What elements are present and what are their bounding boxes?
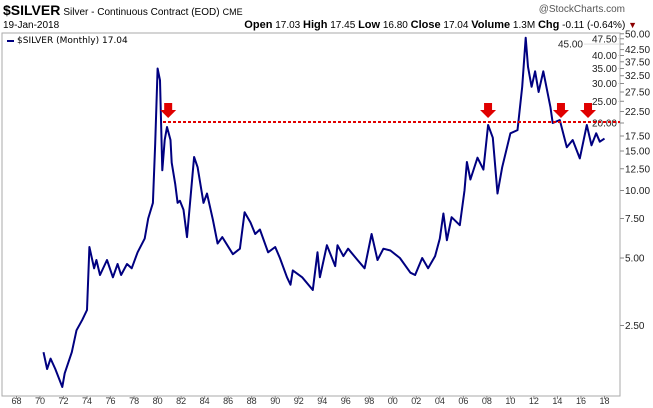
x-tick-label: 98 [364,396,374,406]
open-label: Open [244,19,273,31]
chg-label: Chg [537,19,560,31]
x-tick-label: 94 [317,396,327,406]
high-label: High [303,19,328,31]
x-tick-label: 76 [106,396,116,406]
x-tick-label: 68 [11,396,21,406]
y-tick-label: 17.50 [625,132,650,143]
x-tick-label: 96 [341,396,351,406]
down-arrow-icon [160,103,177,119]
x-tick-label: 84 [200,396,210,406]
y-tick-label: 27.50 [625,87,650,98]
x-tick-label: 04 [435,396,445,406]
x-tick-label: 18 [599,396,609,406]
x-tick-label: 06 [458,396,468,406]
chg-value: -0.11 (-0.64%) [562,20,626,31]
y-tick-label: 22.50 [625,107,650,118]
symbol: $SILVER [3,2,61,18]
x-tick-label: 80 [153,396,163,406]
chart-date: 19-Jan-2018 [3,20,60,31]
silver-price-line [42,36,606,388]
volume-value: 1.3M [512,20,536,31]
x-tick-label: 12 [529,396,539,406]
y-tick-label: 12.50 [625,164,650,175]
chart-title: $SILVER Silver - Continuous Contract (EO… [3,2,243,18]
x-tick-label: 72 [59,396,69,406]
legend: $SILVER (Monthly) 17.04 [7,36,128,46]
high-value: 17.45 [330,20,356,31]
down-arrow-icon [480,103,497,119]
close-value: 17.04 [443,20,469,31]
x-tick-label: 90 [270,396,280,406]
y-tick-label: 32.50 [625,71,650,82]
down-arrow-icon [580,103,597,119]
y-tick-label: 15.00 [625,147,650,158]
y-tick-label: 25.00 [592,97,617,108]
exchange: CME [222,7,243,17]
open-value: 17.03 [275,20,301,31]
low-value: 16.80 [382,20,408,31]
volume-label: Volume [471,19,511,31]
y-tick-label: 2.50 [625,321,645,332]
y-tick-label: 42.50 [625,45,650,56]
x-tick-label: 02 [411,396,421,406]
y-tick-label: 45.00 [558,40,583,51]
quote-summary: Open 17.03 High 17.45 Low 16.80 Close 17… [244,19,637,31]
x-tick-label: 14 [552,396,562,406]
x-tick-label: 10 [505,396,515,406]
y-tick-label: 30.00 [592,79,617,90]
x-tick-label: 82 [176,396,186,406]
x-tick-label: 16 [576,396,586,406]
y-tick-label: 37.50 [625,57,650,68]
y-tick-label: 35.00 [592,64,617,75]
y-tick-label: 5.00 [625,254,645,265]
plot-frame [1,32,621,397]
x-tick-label: 86 [223,396,233,406]
y-tick-label: 7.50 [625,214,645,225]
close-label: Close [410,19,441,31]
y-tick-label: 20.00 [592,119,617,130]
legend-label: $SILVER (Monthly) 17.04 [17,36,128,46]
down-arrow-icon [552,103,569,119]
x-tick-label: 74 [82,396,92,406]
x-tick-label: 00 [388,396,398,406]
legend-swatch [7,39,14,42]
y-tick-label: 47.50 [592,34,617,45]
brand-watermark: @StockCharts.com [538,4,625,15]
y-tick-label: 40.00 [592,51,617,62]
x-tick-label: 08 [482,396,492,406]
y-tick-label: 50.00 [625,29,650,40]
x-tick-label: 70 [35,396,45,406]
x-tick-label: 88 [247,396,257,406]
x-tick-label: 92 [294,396,304,406]
y-tick-label: 10.00 [625,186,650,197]
down-triangle-icon: ▼ [628,20,637,30]
x-tick-label: 78 [129,396,139,406]
low-label: Low [358,19,381,31]
instrument-name: Silver - Continuous Contract (EOD) [63,7,220,18]
